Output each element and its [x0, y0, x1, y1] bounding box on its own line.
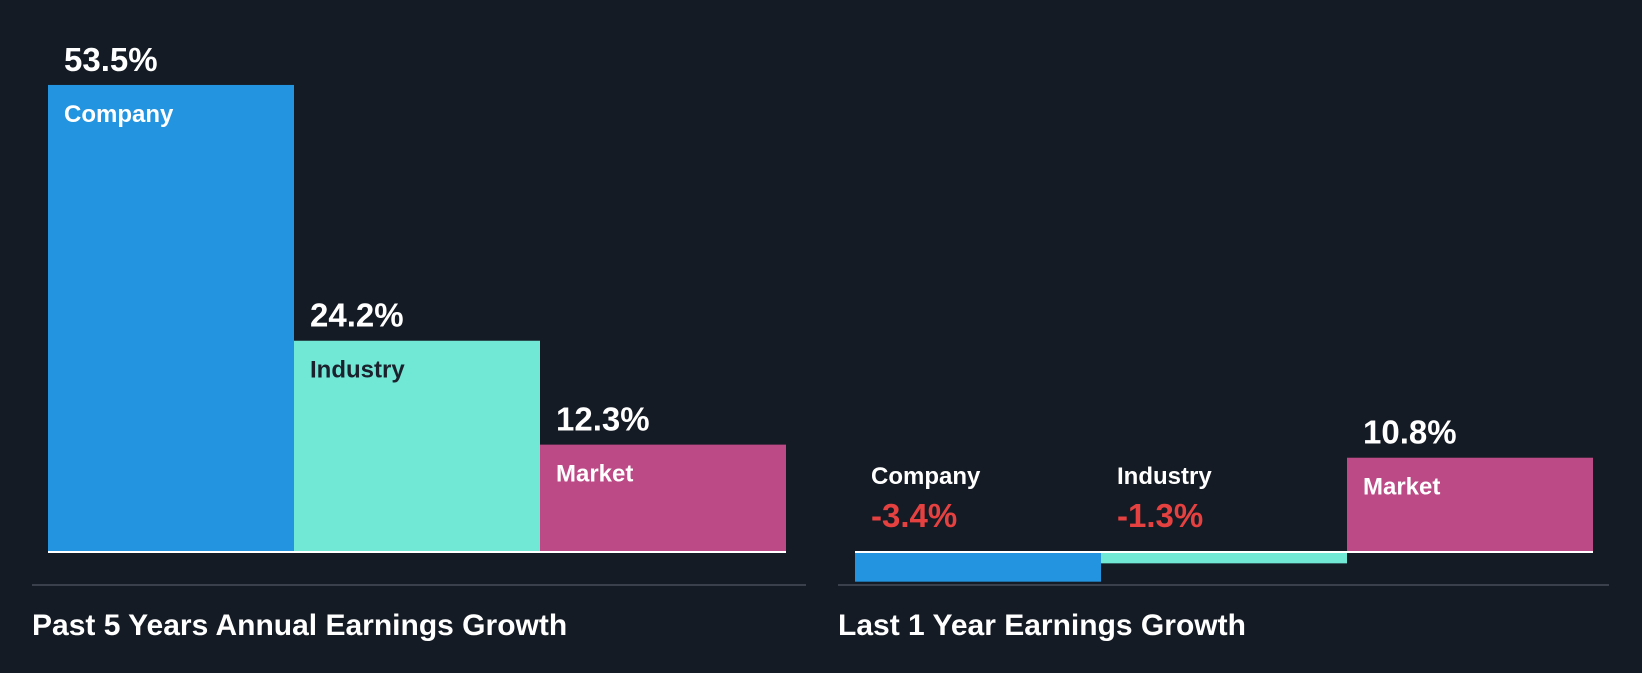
value-label-market: 12.3%: [556, 401, 650, 438]
category-label-market: Market: [1363, 474, 1440, 501]
bar-industry: [1101, 552, 1347, 564]
value-label-company: -3.4%: [871, 497, 957, 534]
chart-panel-2: Company -3.4% Industry -1.3% 10.8% Market Last…: [838, 414, 1609, 642]
category-label-company: Company: [64, 101, 174, 128]
bar-market: [1347, 457, 1593, 552]
category-label-industry: Industry: [1117, 463, 1212, 490]
chart-title: Past 5 Years Annual Earnings Growth: [32, 609, 567, 642]
bar-industry: [294, 340, 540, 552]
value-label-industry: -1.3%: [1117, 497, 1203, 534]
bar-company: [48, 84, 294, 552]
category-label-market: Market: [556, 461, 633, 488]
value-label-company: 53.5%: [64, 41, 158, 78]
chart-title: Last 1 Year Earnings Growth: [838, 609, 1246, 642]
value-label-industry: 24.2%: [310, 297, 404, 334]
category-label-industry: Industry: [310, 357, 405, 384]
chart-panel-1: 53.5% Company 24.2% Industry 12.3% Market Past…: [32, 41, 806, 642]
category-label-company: Company: [871, 463, 981, 490]
bar-market: [540, 444, 786, 552]
bar-company: [855, 552, 1101, 582]
value-label-market: 10.8%: [1363, 414, 1457, 451]
